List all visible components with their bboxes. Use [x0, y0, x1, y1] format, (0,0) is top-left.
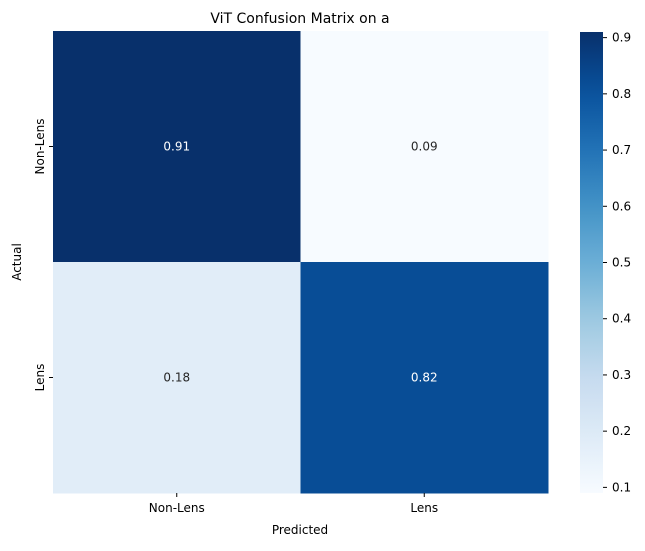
colorbar-tick-label: 0.7: [612, 143, 631, 157]
colorbar-tick-label: 0.4: [612, 312, 631, 326]
y-tick-label: Lens: [33, 364, 47, 392]
heatmap-cell: [53, 31, 301, 263]
colorbar-tick-label: 0.1: [612, 480, 631, 494]
cell-annotation: 0.18: [163, 371, 190, 385]
cell-annotation: 0.82: [411, 371, 438, 385]
chart-title: ViT Confusion Matrix on a: [210, 11, 389, 27]
colorbar: [580, 32, 603, 493]
colorbar-tick-label: 0.8: [612, 87, 631, 101]
heatmap-cell: [53, 262, 301, 494]
heatmap-cell: [300, 262, 549, 494]
colorbar-tick-label: 0.9: [612, 31, 631, 45]
colorbar-tick-label: 0.3: [612, 368, 631, 382]
colorbar-tick-label: 0.6: [612, 199, 631, 213]
colorbar-tick-label: 0.2: [612, 424, 631, 438]
colorbar-tick-label: 0.5: [612, 256, 631, 270]
x-tick-label: Non-Lens: [149, 501, 205, 515]
cell-annotation: 0.09: [411, 140, 438, 154]
x-tick-label: Lens: [410, 501, 438, 515]
y-axis-label: Actual: [10, 243, 24, 281]
y-tick-label: Non-Lens: [33, 119, 47, 175]
x-axis-label: Predicted: [272, 523, 328, 537]
heatmap-cell: [300, 31, 549, 263]
cell-annotation: 0.91: [163, 140, 190, 154]
